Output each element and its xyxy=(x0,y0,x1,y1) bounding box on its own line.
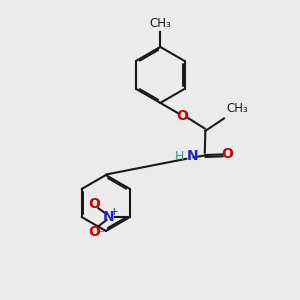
Text: +: + xyxy=(110,207,118,217)
Text: O: O xyxy=(88,197,100,211)
Text: ⁻: ⁻ xyxy=(97,228,103,241)
Text: N: N xyxy=(187,149,199,164)
Text: N: N xyxy=(103,210,115,224)
Text: O: O xyxy=(88,225,100,239)
Text: O: O xyxy=(176,109,188,122)
Text: O: O xyxy=(221,147,233,161)
Text: CH₃: CH₃ xyxy=(149,17,171,30)
Text: CH₃: CH₃ xyxy=(226,102,248,115)
Text: H: H xyxy=(175,150,184,163)
